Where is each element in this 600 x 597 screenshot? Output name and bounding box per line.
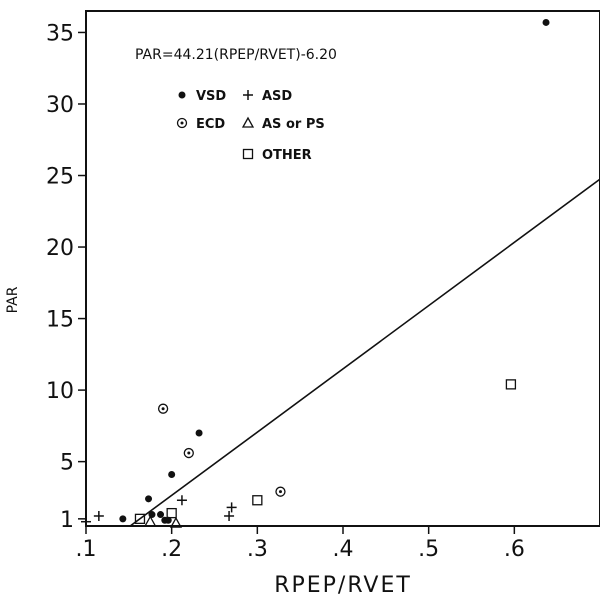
point-asd — [81, 516, 91, 527]
x-tick-label: .1 — [76, 537, 97, 562]
legend-marker-other — [242, 148, 254, 160]
marker-square — [242, 148, 254, 160]
marker-ring — [183, 447, 194, 459]
point-ecd — [183, 447, 194, 459]
marker-dot — [542, 18, 550, 26]
legend-marker-asd — [243, 90, 253, 100]
marker-center — [161, 407, 165, 411]
regression-equation: PAR=44.21(RPEP/RVET)-6.20 — [135, 47, 337, 63]
point-as-or-ps — [144, 515, 157, 527]
marker-triangle — [241, 116, 255, 128]
marker-dot — [164, 516, 172, 524]
y-tick-label: 5 — [60, 451, 74, 476]
marker-dot — [195, 429, 203, 437]
point-ecd — [275, 486, 286, 497]
point-other — [134, 513, 146, 524]
x-tick-label: .3 — [247, 537, 268, 562]
x-tick-label: .4 — [333, 537, 354, 562]
point-vsd — [168, 471, 176, 478]
regression-line — [129, 178, 600, 527]
point-vsd — [145, 495, 153, 503]
point-asd — [224, 510, 235, 521]
y-tick-label: 35 — [46, 21, 74, 46]
legend-marker-as-or-ps — [241, 116, 255, 128]
marker-center — [187, 451, 191, 455]
marker-dot — [168, 471, 176, 478]
marker-square — [134, 513, 146, 524]
y-axis-label: PAR — [5, 286, 21, 313]
point-as-or-ps — [169, 516, 183, 528]
point-vsd — [164, 516, 172, 524]
marker-dot — [145, 495, 153, 503]
plot-frame — [85, 10, 600, 527]
legend-label-asd: ASD — [262, 89, 292, 104]
legend-label-as-or-ps: AS or PS — [262, 117, 325, 132]
marker-dot — [119, 515, 127, 523]
data-points — [81, 18, 550, 528]
y-tick-label: 25 — [46, 165, 74, 190]
x-axis-ticks: .1 .2 .3 .4 .5 .6 — [76, 526, 525, 562]
y-tick-label: 20 — [46, 236, 74, 261]
point-other — [252, 495, 263, 506]
y-tick-label: 10 — [46, 379, 74, 404]
marker-triangle — [144, 515, 157, 527]
marker-dot — [157, 511, 165, 519]
marker-center — [180, 121, 184, 125]
y-tick-label: 15 — [46, 308, 74, 333]
point-asd — [226, 502, 237, 513]
x-tick-label: .6 — [504, 537, 525, 562]
marker-ring — [157, 403, 169, 414]
y-tick-label: 1 — [60, 508, 74, 533]
point-asd — [176, 495, 187, 506]
x-axis-label: RPEP/RVET — [274, 573, 412, 597]
marker-dot — [178, 91, 186, 99]
point-asd — [93, 510, 104, 521]
point-other — [505, 379, 517, 390]
point-vsd — [195, 429, 203, 437]
point-vsd — [542, 18, 550, 26]
marker-center — [278, 490, 282, 494]
x-tick-label: .5 — [418, 537, 439, 562]
legend-label-ecd: ECD — [196, 117, 225, 132]
y-tick-label: 30 — [46, 93, 74, 118]
x-tick-label: .2 — [161, 537, 182, 562]
marker-square — [166, 507, 177, 519]
point-ecd — [157, 403, 169, 414]
marker-square — [505, 379, 517, 390]
legend-label-other: OTHER — [262, 148, 312, 163]
marker-ring — [176, 117, 188, 129]
point-other — [166, 507, 177, 519]
marker-triangle — [169, 516, 183, 528]
legend-marker-ecd — [176, 117, 188, 129]
marker-square — [252, 495, 263, 506]
legend-marker-vsd — [178, 91, 186, 99]
marker-ring — [275, 486, 286, 497]
legend: VSD ASD ECD AS or PS OTHER — [176, 89, 325, 163]
point-vsd — [157, 511, 165, 519]
legend-label-vsd: VSD — [196, 89, 226, 104]
point-vsd — [119, 515, 127, 523]
